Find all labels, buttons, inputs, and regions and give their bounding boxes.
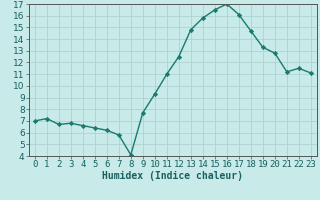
X-axis label: Humidex (Indice chaleur): Humidex (Indice chaleur)	[102, 171, 243, 181]
